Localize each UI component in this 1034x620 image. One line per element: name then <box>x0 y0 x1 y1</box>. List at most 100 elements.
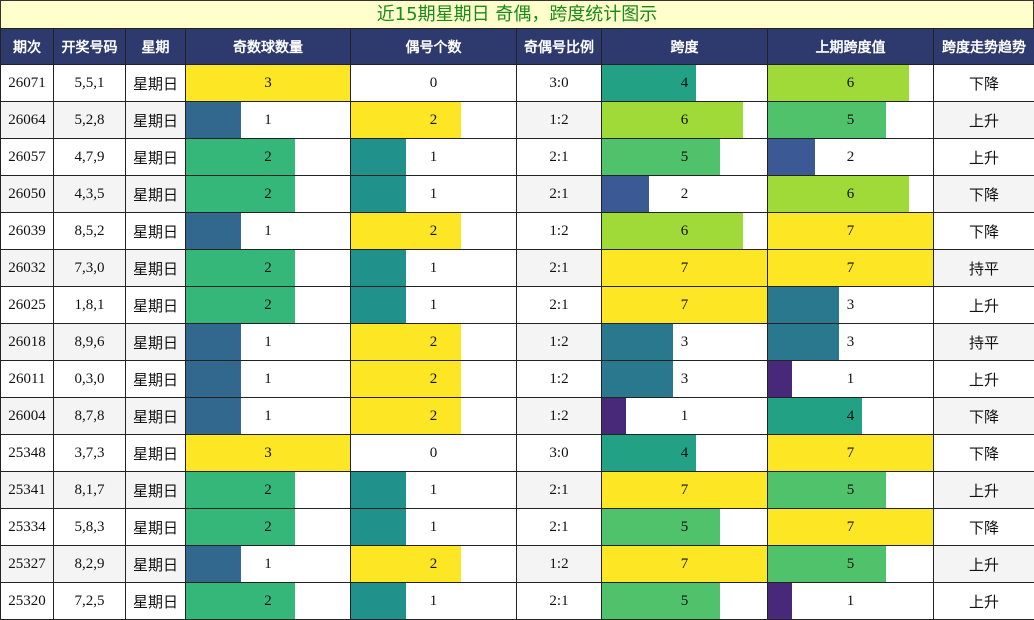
odd-count-value: 2 <box>264 149 272 165</box>
numbers-cell: 5,2,8 <box>54 102 126 139</box>
prev-span-value: 5 <box>847 112 855 128</box>
trend-cell: 上升 <box>934 583 1034 620</box>
odd-count-bar <box>186 102 241 138</box>
prev-span-bar <box>768 546 886 582</box>
odd-count-bar <box>186 176 295 212</box>
span-value: 6 <box>681 223 689 239</box>
odd-count-cell: 3 <box>186 65 351 102</box>
span-value: 1 <box>681 408 689 424</box>
prev-span-cell: 6 <box>768 65 934 102</box>
issue-cell: 26025 <box>1 287 54 324</box>
prev-span-cell: 3 <box>768 287 934 324</box>
odd-count-value: 1 <box>264 556 272 572</box>
span-cell: 1 <box>602 398 768 435</box>
prev-span-value: 3 <box>847 297 855 313</box>
weekday-cell: 星期日 <box>126 65 186 102</box>
weekday-cell: 星期日 <box>126 213 186 250</box>
numbers-cell: 8,2,9 <box>54 546 126 583</box>
weekday-cell: 星期日 <box>126 250 186 287</box>
odd-count-bar <box>186 250 295 286</box>
issue-cell: 25320 <box>1 583 54 620</box>
even-count-value: 1 <box>430 519 438 535</box>
even-count-value: 0 <box>430 445 438 461</box>
numbers-cell: 5,8,3 <box>54 509 126 546</box>
numbers-cell: 8,5,2 <box>54 213 126 250</box>
span-bar <box>602 361 673 397</box>
prev-span-bar <box>768 65 909 101</box>
weekday-cell: 星期日 <box>126 176 186 213</box>
prev-span-cell: 3 <box>768 324 934 361</box>
header-ratio: 奇偶号比例 <box>517 29 602 65</box>
prev-span-cell: 5 <box>768 546 934 583</box>
even-count-cell: 1 <box>351 287 517 324</box>
odd-count-value: 1 <box>264 112 272 128</box>
even-count-bar <box>351 398 461 434</box>
span-value: 7 <box>681 260 689 276</box>
issue-cell: 26011 <box>1 361 54 398</box>
odd-count-cell: 2 <box>186 472 351 509</box>
trend-cell: 上升 <box>934 546 1034 583</box>
span-cell: 4 <box>602 435 768 472</box>
numbers-cell: 5,5,1 <box>54 65 126 102</box>
even-count-bar <box>351 583 406 619</box>
odd-count-bar <box>186 361 241 397</box>
prev-span-bar <box>768 324 839 360</box>
chart-title: 近15期星期日 奇偶，跨度统计图示 <box>0 0 1034 29</box>
numbers-cell: 7,2,5 <box>54 583 126 620</box>
odd-count-cell: 3 <box>186 435 351 472</box>
even-count-bar <box>351 472 406 508</box>
ratio-cell: 2:1 <box>517 472 602 509</box>
even-count-bar <box>351 509 406 545</box>
header-row: 期次 开奖号码 星期 奇数球数量 偶号个数 奇偶号比例 跨度 上期跨度值 跨度走… <box>1 29 1034 65</box>
issue-cell: 26057 <box>1 139 54 176</box>
numbers-cell: 7,3,0 <box>54 250 126 287</box>
trend-cell: 上升 <box>934 102 1034 139</box>
odd-count-cell: 1 <box>186 546 351 583</box>
even-count-bar <box>351 176 406 212</box>
span-value: 4 <box>681 75 689 91</box>
odd-count-value: 1 <box>264 334 272 350</box>
span-cell: 3 <box>602 361 768 398</box>
ratio-cell: 2:1 <box>517 139 602 176</box>
prev-span-value: 5 <box>847 556 855 572</box>
ratio-cell: 2:1 <box>517 287 602 324</box>
issue-cell: 26064 <box>1 102 54 139</box>
prev-span-cell: 7 <box>768 250 934 287</box>
even-count-bar <box>351 213 461 249</box>
span-value: 5 <box>681 149 689 165</box>
trend-cell: 持平 <box>934 324 1034 361</box>
numbers-cell: 8,9,6 <box>54 324 126 361</box>
odd-count-cell: 2 <box>186 287 351 324</box>
prev-span-cell: 1 <box>768 361 934 398</box>
even-count-bar <box>351 139 406 175</box>
issue-cell: 26032 <box>1 250 54 287</box>
odd-count-bar <box>186 287 295 323</box>
prev-span-value: 4 <box>847 408 855 424</box>
trend-cell: 上升 <box>934 287 1034 324</box>
prev-span-value: 7 <box>847 519 855 535</box>
span-cell: 5 <box>602 583 768 620</box>
odd-count-value: 3 <box>264 445 272 461</box>
issue-cell: 26004 <box>1 398 54 435</box>
numbers-cell: 3,7,3 <box>54 435 126 472</box>
numbers-cell: 4,7,9 <box>54 139 126 176</box>
even-count-cell: 1 <box>351 509 517 546</box>
weekday-cell: 星期日 <box>126 361 186 398</box>
even-count-cell: 1 <box>351 176 517 213</box>
odd-count-bar <box>186 139 295 175</box>
prev-span-bar <box>768 176 909 212</box>
odd-count-cell: 2 <box>186 509 351 546</box>
span-bar <box>602 176 649 212</box>
numbers-cell: 8,1,7 <box>54 472 126 509</box>
odd-count-bar <box>186 472 295 508</box>
even-count-bar <box>351 546 461 582</box>
prev-span-cell: 2 <box>768 139 934 176</box>
prev-span-value: 1 <box>847 593 855 609</box>
